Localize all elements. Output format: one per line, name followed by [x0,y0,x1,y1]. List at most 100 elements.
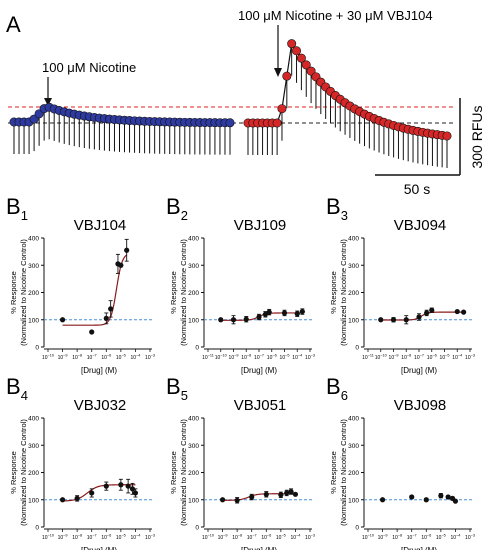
left-annotation: 100 μM Nicotine [42,60,136,75]
x-tick-label: 10−5 [280,354,290,362]
x-tick-base: 10 [116,355,122,361]
x-tick-base: 10 [452,355,458,361]
panel-b5: B5 VBJ051 % Response(Normalized to Nicotin… [166,374,315,550]
x-tick-label: 10−5 [116,354,126,362]
x-tick-exponent: −3 [311,534,315,538]
x-tick-base: 10 [305,535,311,541]
x-tick-base: 10 [362,535,368,541]
x-tick-label: 10−9 [378,534,388,542]
x-tick-exponent: −3 [151,354,155,358]
y-axis-label: % Response(Normalized to Nicotine Contro… [329,419,348,526]
data-point [89,490,95,496]
x-tick-exponent: −6 [272,354,276,358]
y-tick-label: 100 [28,317,39,324]
x-tick-label: 10−7 [87,354,97,362]
panel-a: A 100 μM Nicotine 100 μM Nicotine + 30 μ… [6,8,485,197]
trace-point [225,118,235,128]
data-point [263,491,269,497]
y-tick-label: 0 [35,525,39,532]
y-axis-label: % Response(Normalized to Nicotine Contro… [9,239,28,346]
x-tick-exponent: −3 [471,534,475,538]
y-tick-label: 300 [188,443,199,450]
panel-letter: B [166,374,181,399]
trace-point [277,104,287,114]
data-point [378,317,384,323]
trace-point [282,71,292,81]
x-tick-label: 10−8 [232,534,242,542]
x-tick-exponent: −5 [285,354,289,358]
x-tick-label: 10−4 [130,534,140,542]
x-tick-label: 10−6 [421,534,431,542]
y-tick-label: 200 [348,470,359,477]
x-tick-base: 10 [42,535,48,541]
nicotine-vbj104-trace [243,39,452,168]
x-tick-exponent: −5 [281,534,285,538]
x-tick-label: 10−8 [241,354,251,362]
y-axis-label-line: (Normalized to Nicotine Control) [19,419,28,526]
x-tick-base: 10 [241,355,247,361]
data-point [445,494,451,500]
x-tick-label: 10−3 [465,534,475,542]
panel-subscript: 6 [341,388,348,403]
panel-letter: B [6,194,21,219]
x-tick-label: 10−6 [101,354,111,362]
x-tick-label: 10−6 [267,354,277,362]
data-point [461,309,467,315]
panel-a-label: A [6,12,21,37]
x-tick-label: 10−4 [290,534,300,542]
data-point [409,494,415,500]
x-tick-label: 10−11 [202,354,214,362]
x-tick-exponent: −4 [456,534,460,538]
x-tick-label: 10−8 [392,534,402,542]
y-axis-label-line: (Normalized to Nicotine Control) [179,239,188,346]
data-point [230,317,237,323]
x-tick-label: 10−4 [452,354,462,362]
panel-title: VBJ104 [74,217,127,234]
x-tick-base: 10 [401,355,407,361]
y-tick-label: 0 [195,345,199,352]
y-tick-label: 300 [28,443,39,450]
x-tick-base: 10 [58,535,64,541]
x-tick-base: 10 [101,535,107,541]
x-tick-label: 10−7 [414,354,424,362]
x-tick-label: 10−10 [215,354,227,362]
x-axis-label: [Drug] (M) [401,366,437,375]
x-tick-exponent: −11 [368,354,374,358]
x-tick-base: 10 [215,355,221,361]
data-point [403,317,409,323]
panel-subscript: 4 [21,388,28,403]
y-tick-label: 0 [355,525,359,532]
y-tick-label: 300 [348,443,359,450]
x-tick-label: 10−9 [58,354,68,362]
panel-title: VBJ051 [234,397,287,414]
data-point [59,497,66,503]
data-point [103,315,109,321]
fit-curve [62,254,128,326]
x-tick-base: 10 [465,355,471,361]
x-tick-exponent: −4 [136,534,140,538]
x-tick-base: 10 [130,535,136,541]
data-point [89,329,95,335]
data-point [390,317,397,323]
x-tick-exponent: −7 [412,534,416,538]
y-axis-label: % Response(Normalized to Nicotine Contro… [169,239,188,346]
x-tick-base: 10 [427,355,433,361]
trace-point [442,131,452,141]
y-tick-label: 200 [28,290,39,297]
x-tick-base: 10 [267,355,273,361]
y-axis-label-line: % Response [9,451,18,494]
x-tick-label: 10−11 [362,354,374,362]
x-tick-base: 10 [375,355,381,361]
x-tick-exponent: −4 [296,534,300,538]
panel-subscript: 3 [341,208,348,223]
x-tick-exponent: −10 [48,534,54,538]
x-axis-label: [Drug] (M) [241,366,277,375]
x-tick-label: 10−9 [389,354,399,362]
y-axis-label-line: % Response [169,451,178,494]
panel-letter: B [6,374,21,399]
x-tick-exponent: −4 [136,354,140,358]
x-tick-exponent: −5 [121,354,125,358]
x-tick-base: 10 [276,535,282,541]
data-point [118,262,124,268]
